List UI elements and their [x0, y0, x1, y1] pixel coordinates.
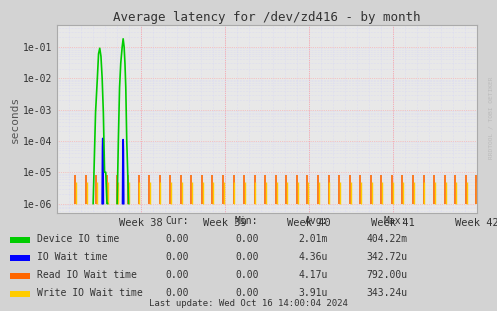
Text: 404.22m: 404.22m	[366, 234, 408, 244]
FancyBboxPatch shape	[10, 237, 30, 243]
Text: Avg:: Avg:	[305, 216, 328, 226]
Text: Device IO time: Device IO time	[37, 234, 119, 244]
Text: 0.00: 0.00	[166, 252, 189, 262]
Text: 2.01m: 2.01m	[299, 234, 328, 244]
Text: 0.00: 0.00	[166, 288, 189, 298]
Text: 0.00: 0.00	[235, 288, 258, 298]
Text: 0.00: 0.00	[166, 234, 189, 244]
Text: Cur:: Cur:	[166, 216, 189, 226]
Text: 792.00u: 792.00u	[366, 270, 408, 280]
FancyBboxPatch shape	[10, 291, 30, 297]
Text: Min:: Min:	[235, 216, 258, 226]
Text: 343.24u: 343.24u	[366, 288, 408, 298]
Text: 0.00: 0.00	[235, 270, 258, 280]
Text: Max:: Max:	[384, 216, 408, 226]
Text: 4.17u: 4.17u	[299, 270, 328, 280]
FancyBboxPatch shape	[10, 255, 30, 261]
Text: 0.00: 0.00	[166, 270, 189, 280]
Title: Average latency for /dev/zd416 - by month: Average latency for /dev/zd416 - by mont…	[113, 11, 421, 24]
Text: Write IO Wait time: Write IO Wait time	[37, 288, 143, 298]
Text: 0.00: 0.00	[235, 252, 258, 262]
Text: Last update: Wed Oct 16 14:00:04 2024: Last update: Wed Oct 16 14:00:04 2024	[149, 299, 348, 308]
Text: 342.72u: 342.72u	[366, 252, 408, 262]
Text: 4.36u: 4.36u	[299, 252, 328, 262]
Text: 0.00: 0.00	[235, 234, 258, 244]
FancyBboxPatch shape	[10, 273, 30, 279]
Text: IO Wait time: IO Wait time	[37, 252, 108, 262]
Text: 3.91u: 3.91u	[299, 288, 328, 298]
Text: RRDTOOL / TOBI OETIKER: RRDTOOL / TOBI OETIKER	[489, 77, 494, 160]
Y-axis label: seconds: seconds	[10, 95, 20, 142]
Text: Read IO Wait time: Read IO Wait time	[37, 270, 137, 280]
